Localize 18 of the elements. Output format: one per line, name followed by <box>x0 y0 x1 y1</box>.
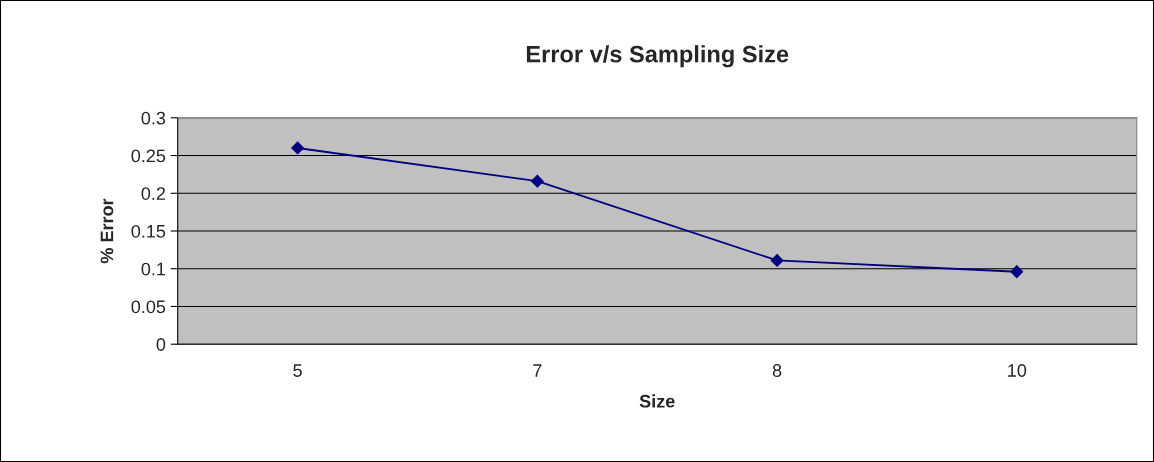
y-tick-label: 0 <box>156 338 166 351</box>
chart-title: Error v/s Sampling Size <box>526 45 789 68</box>
y-tick-label: 0.25 <box>131 149 166 163</box>
x-tick-label: 10 <box>1008 364 1027 377</box>
x-tick-label: 8 <box>772 364 782 377</box>
x-tick-label: 5 <box>293 364 302 377</box>
y-axis-title: % Error <box>100 198 114 264</box>
y-tick-label: 0.05 <box>131 300 166 314</box>
y-tick-label: 0.2 <box>141 187 166 200</box>
x-tick-label: 7 <box>533 364 542 377</box>
point <box>291 141 304 155</box>
x-axis-title: Size <box>639 394 675 408</box>
y-tick-label: 0.3 <box>141 111 166 125</box>
point <box>530 174 544 188</box>
point <box>1010 265 1024 279</box>
y-tick-label: 0.15 <box>131 224 166 238</box>
y-tick-label: 0.1 <box>141 262 166 276</box>
point <box>770 254 784 267</box>
